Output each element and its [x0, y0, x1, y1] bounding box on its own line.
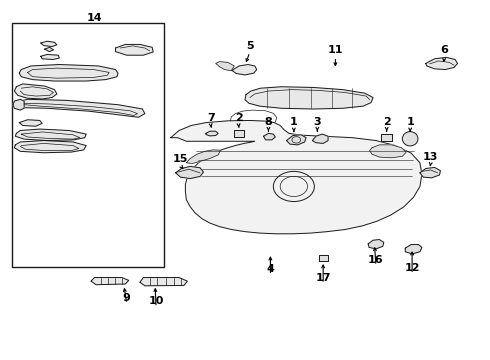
Polygon shape	[287, 135, 306, 145]
Polygon shape	[381, 134, 392, 141]
Text: 7: 7	[207, 113, 215, 123]
Polygon shape	[264, 134, 275, 140]
Bar	[12, 23, 164, 267]
Circle shape	[292, 136, 301, 143]
Polygon shape	[13, 99, 24, 110]
Text: 6: 6	[441, 45, 448, 55]
Polygon shape	[171, 121, 422, 234]
Text: 15: 15	[173, 154, 188, 164]
Polygon shape	[234, 130, 244, 136]
Polygon shape	[216, 62, 234, 71]
Text: 17: 17	[316, 273, 331, 283]
Text: 16: 16	[368, 255, 384, 265]
Text: 8: 8	[265, 117, 272, 127]
Polygon shape	[420, 167, 441, 178]
Text: 11: 11	[328, 45, 343, 55]
Polygon shape	[426, 57, 458, 69]
Text: 3: 3	[314, 117, 321, 127]
Polygon shape	[41, 41, 57, 46]
Polygon shape	[41, 54, 59, 59]
Text: 2: 2	[383, 117, 391, 127]
Polygon shape	[19, 120, 42, 126]
Text: 9: 9	[123, 293, 131, 303]
Text: 2: 2	[235, 113, 243, 123]
Polygon shape	[232, 64, 257, 75]
Text: 14: 14	[87, 13, 102, 23]
Polygon shape	[368, 239, 384, 249]
Polygon shape	[175, 166, 203, 179]
Polygon shape	[14, 99, 145, 117]
Text: 1: 1	[406, 117, 414, 127]
Polygon shape	[91, 278, 129, 285]
Polygon shape	[19, 64, 118, 81]
Polygon shape	[319, 255, 328, 261]
Text: 12: 12	[404, 263, 420, 273]
Polygon shape	[405, 244, 422, 254]
Polygon shape	[313, 134, 328, 143]
Text: 10: 10	[148, 296, 164, 306]
Polygon shape	[45, 47, 53, 51]
Text: 1: 1	[290, 117, 298, 127]
Polygon shape	[245, 87, 373, 109]
Polygon shape	[116, 44, 153, 55]
Text: 4: 4	[267, 264, 274, 274]
Text: 13: 13	[423, 152, 439, 162]
Polygon shape	[140, 278, 187, 286]
Polygon shape	[206, 131, 218, 136]
Polygon shape	[14, 84, 57, 99]
Polygon shape	[15, 129, 86, 140]
Text: 5: 5	[246, 41, 254, 50]
Polygon shape	[14, 140, 86, 153]
Ellipse shape	[402, 132, 418, 146]
Polygon shape	[186, 150, 220, 163]
Polygon shape	[369, 145, 406, 158]
